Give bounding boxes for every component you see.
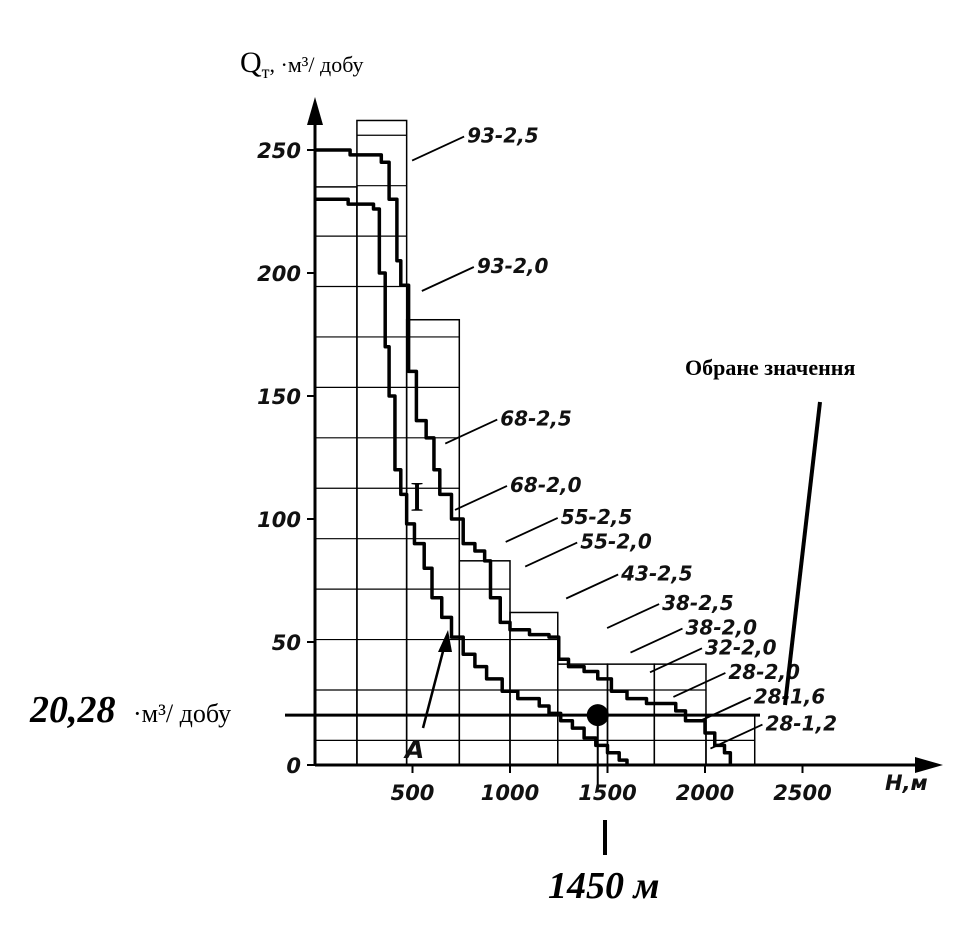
y-tick-label: 250 bbox=[257, 139, 301, 163]
x-tick-label: 1000 bbox=[481, 781, 539, 805]
y-tick-label: 200 bbox=[257, 262, 301, 286]
x-tick-label: 2000 bbox=[676, 781, 734, 805]
point-a-arrowhead bbox=[438, 630, 452, 652]
curve-label-leader bbox=[505, 517, 559, 543]
curve-label: 38-2,5 bbox=[662, 591, 734, 615]
curve-label-leader bbox=[565, 573, 619, 600]
y-axis-arrow bbox=[307, 97, 323, 125]
grid-column bbox=[458, 560, 511, 766]
curve-label-leader bbox=[710, 723, 763, 750]
y-tick-label: 0 bbox=[286, 754, 301, 778]
x-tick-label: 500 bbox=[391, 781, 435, 805]
curve-label: 93-2,5 bbox=[467, 124, 539, 148]
curve-label-leader bbox=[454, 485, 508, 511]
curve-label: 93-2,0 bbox=[477, 254, 549, 278]
x-tick-label: 2500 bbox=[773, 781, 831, 805]
curve-label-leader bbox=[421, 266, 475, 292]
region-label: I bbox=[410, 475, 424, 521]
selected-q-unit: ·м³/ добу bbox=[133, 699, 231, 728]
point-a-label: A bbox=[403, 735, 424, 764]
x-tick-label: 1500 bbox=[578, 781, 636, 805]
curve-label-leader bbox=[673, 672, 726, 698]
x-axis-label: H,м bbox=[885, 771, 928, 795]
curve-label: 68-2,5 bbox=[500, 407, 572, 431]
curve-label: 55-2,0 bbox=[580, 530, 652, 554]
curve-label: 38-2,0 bbox=[686, 616, 758, 640]
curve-label: 55-2,5 bbox=[561, 505, 633, 529]
curve-label-leader bbox=[630, 627, 683, 654]
curve-label: 32-2,0 bbox=[705, 635, 777, 659]
axes: 0 50 100 150 200 250 500 1000 1500 2000 2500 bbox=[257, 97, 943, 805]
y-tick-label: 100 bbox=[257, 508, 301, 532]
curve-label: 28-1,6 bbox=[754, 685, 826, 709]
series-line-upper bbox=[315, 148, 733, 765]
curve-labels: 93-2,5 93-2,0 68-2,5 68-2,0 55-2,555-2,0 43-2… bbox=[411, 124, 837, 750]
curve-label-leader bbox=[524, 541, 578, 568]
y-axis-label: Qт, ·м³/ добу bbox=[240, 46, 364, 82]
y-tick-label: 150 bbox=[257, 385, 301, 409]
selected-annotation: Обране значення bbox=[685, 355, 855, 380]
y-tick-label: 50 bbox=[272, 631, 301, 655]
series-line-lower bbox=[315, 197, 629, 765]
curve-label-leader bbox=[698, 696, 752, 723]
curve-label-leader bbox=[411, 135, 465, 162]
curve-label-leader bbox=[649, 647, 703, 674]
curve-label: 43-2,5 bbox=[620, 562, 693, 586]
selected-q-value: 20,28 bbox=[29, 689, 116, 731]
curve-label: 68-2,0 bbox=[510, 473, 582, 497]
selected-h-label: 1450 м bbox=[548, 865, 660, 907]
grid-column bbox=[356, 119, 408, 766]
grid-column bbox=[314, 186, 358, 766]
selected-annotation-pointer bbox=[783, 401, 822, 706]
curve-label-leader bbox=[444, 418, 498, 445]
x-axis-arrow bbox=[915, 757, 943, 773]
curve-label-leader bbox=[606, 603, 660, 629]
series bbox=[315, 148, 733, 765]
curve-label: 28-1,2 bbox=[765, 712, 837, 736]
selected-point bbox=[586, 704, 609, 727]
